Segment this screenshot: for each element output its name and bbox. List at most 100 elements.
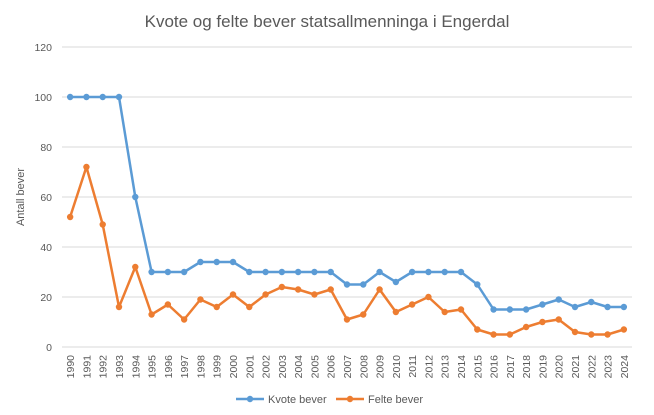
x-tick-label: 2000: [228, 355, 240, 379]
data-point: [506, 331, 514, 338]
x-tick-label: 1993: [114, 355, 126, 379]
data-point: [132, 263, 139, 271]
data-point: [506, 306, 514, 313]
y-tick-labels: 0 20 40 60 80 100 120: [34, 42, 52, 354]
y-tick-label: 80: [40, 142, 52, 154]
data-point: [180, 268, 188, 276]
data-point: [83, 93, 90, 101]
data-point: [457, 268, 465, 276]
data-point: [441, 308, 448, 316]
x-tick-label: 2023: [603, 355, 615, 379]
x-tick-label: 2021: [570, 355, 582, 379]
x-tick-label: 2022: [586, 355, 598, 379]
data-point: [246, 303, 253, 311]
gridlines: [62, 46, 632, 348]
series-1: [66, 93, 628, 313]
data-point: [392, 278, 400, 286]
data-point: [604, 303, 611, 311]
data-point: [278, 283, 286, 291]
legend-label: Felte bever: [368, 394, 423, 406]
data-point: [148, 311, 155, 318]
x-tick-label: 2005: [309, 355, 321, 379]
x-tick-label: 1998: [195, 355, 207, 379]
data-point: [376, 286, 383, 293]
data-point: [555, 296, 562, 303]
x-tick-label: 2009: [375, 355, 387, 379]
data-point: [229, 258, 237, 266]
data-point: [571, 303, 579, 311]
x-tick-label: 2015: [472, 355, 484, 379]
data-point: [213, 258, 220, 266]
data-point: [213, 303, 220, 311]
x-tick-label: 2024: [619, 355, 631, 379]
legend: Kvote bever Felte bever: [236, 394, 423, 406]
x-tick-label: 2017: [505, 355, 517, 379]
x-tick-label: 2003: [277, 355, 289, 379]
legend-item: Felte bever: [336, 394, 423, 406]
x-tick-label: 2014: [456, 355, 468, 379]
data-point: [555, 316, 562, 323]
x-tick-label: 2011: [407, 355, 419, 378]
legend-swatch-marker: [346, 395, 354, 403]
data-point: [83, 163, 90, 171]
data-point: [164, 301, 172, 308]
data-point: [197, 296, 204, 303]
x-tick-label: 1999: [212, 355, 224, 379]
data-point: [620, 326, 628, 333]
data-point: [197, 258, 204, 266]
data-point: [66, 213, 74, 221]
data-point: [604, 331, 611, 338]
x-tick-label: 2013: [440, 355, 452, 379]
data-point: [408, 301, 416, 308]
data-point: [164, 268, 172, 276]
data-point: [360, 311, 367, 318]
data-point: [66, 93, 74, 101]
x-tick-label: 2008: [358, 355, 370, 379]
data-point: [522, 306, 530, 313]
x-tick-label: 1996: [163, 355, 175, 379]
x-tick-label: 1992: [98, 355, 110, 379]
data-point: [99, 93, 106, 101]
data-point: [294, 268, 302, 276]
data-point: [376, 268, 383, 276]
y-axis-label: Antall bever: [15, 168, 27, 226]
data-point: [278, 268, 286, 276]
data-point: [262, 268, 269, 276]
x-tick-label: 2019: [537, 355, 549, 379]
data-point: [246, 268, 253, 276]
x-tick-label: 1994: [130, 355, 142, 379]
x-tick-label: 2020: [554, 355, 566, 379]
series-2: [66, 163, 628, 338]
y-tick-label: 20: [40, 292, 52, 304]
data-point: [490, 331, 497, 338]
data-point: [311, 291, 318, 298]
legend-swatch-marker: [246, 395, 254, 403]
y-tick-label: 0: [46, 342, 52, 354]
data-point: [441, 268, 448, 276]
legend-item: Kvote bever: [236, 394, 327, 406]
legend-label: Kvote bever: [268, 394, 327, 406]
x-tick-label: 2012: [423, 355, 435, 379]
x-tick-label: 1990: [65, 355, 77, 379]
data-point: [115, 93, 123, 101]
data-point: [522, 323, 530, 331]
y-tick-label: 60: [40, 192, 52, 204]
data-point: [294, 286, 302, 293]
x-tick-label: 2007: [342, 355, 354, 379]
data-point: [262, 291, 269, 298]
data-point: [588, 298, 595, 306]
data-point: [425, 268, 432, 276]
y-tick-label: 40: [40, 242, 52, 254]
data-point: [343, 316, 351, 323]
x-tick-label: 2018: [521, 355, 533, 379]
data-point: [343, 281, 351, 288]
x-tick-label: 1997: [179, 355, 191, 379]
data-point: [474, 281, 481, 288]
x-tick-label: 2006: [326, 355, 338, 379]
series-line: [70, 95, 624, 311]
data-point: [490, 306, 497, 313]
series-line: [68, 165, 625, 336]
x-tick-label: 2016: [489, 355, 501, 379]
